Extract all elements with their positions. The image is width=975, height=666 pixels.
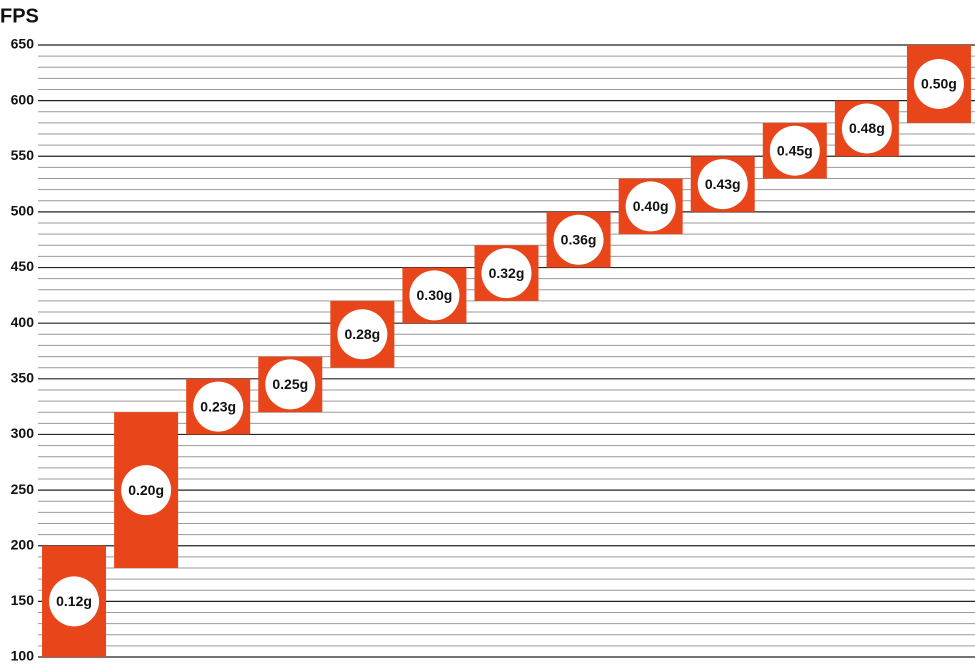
y-tick-label: 500 (11, 203, 35, 219)
category-label: 0.30g (417, 287, 453, 303)
category-label: 0.20g (128, 482, 164, 498)
label-badge (913, 58, 964, 109)
category-label: 0.12g (56, 593, 92, 609)
y-tick-label: 150 (11, 592, 35, 608)
y-tick-label: 100 (11, 648, 35, 664)
label-badge (409, 270, 460, 321)
y-axis-title: FPS (0, 5, 39, 27)
label-badge (193, 381, 244, 432)
y-tick-label: 200 (11, 536, 35, 552)
y-tick-label: 350 (11, 370, 35, 386)
y-tick-label: 550 (11, 147, 35, 163)
label-badge (625, 181, 676, 232)
label-badge (697, 159, 748, 210)
y-tick-label: 250 (11, 481, 35, 497)
category-label: 0.40g (633, 198, 669, 214)
label-badge (841, 103, 892, 154)
category-label: 0.25g (272, 376, 308, 392)
category-label: 0.43g (705, 176, 741, 192)
category-label: 0.48g (849, 120, 885, 136)
label-badge (553, 214, 604, 265)
y-tick-label: 450 (11, 258, 35, 274)
category-label: 0.45g (777, 142, 813, 158)
label-badge (337, 309, 388, 360)
label-badge (265, 359, 316, 410)
category-label: 0.23g (200, 398, 236, 414)
y-tick-label: 400 (11, 314, 35, 330)
label-badge (121, 465, 172, 516)
category-label: 0.50g (921, 76, 957, 92)
y-tick-label: 650 (11, 36, 35, 52)
category-label: 0.36g (561, 231, 597, 247)
label-badge (481, 248, 532, 299)
category-label: 0.32g (489, 265, 525, 281)
y-tick-label: 600 (11, 91, 35, 107)
category-label: 0.28g (344, 326, 380, 342)
label-badge (769, 125, 820, 176)
y-tick-label: 300 (11, 425, 35, 441)
label-badge (49, 576, 100, 627)
